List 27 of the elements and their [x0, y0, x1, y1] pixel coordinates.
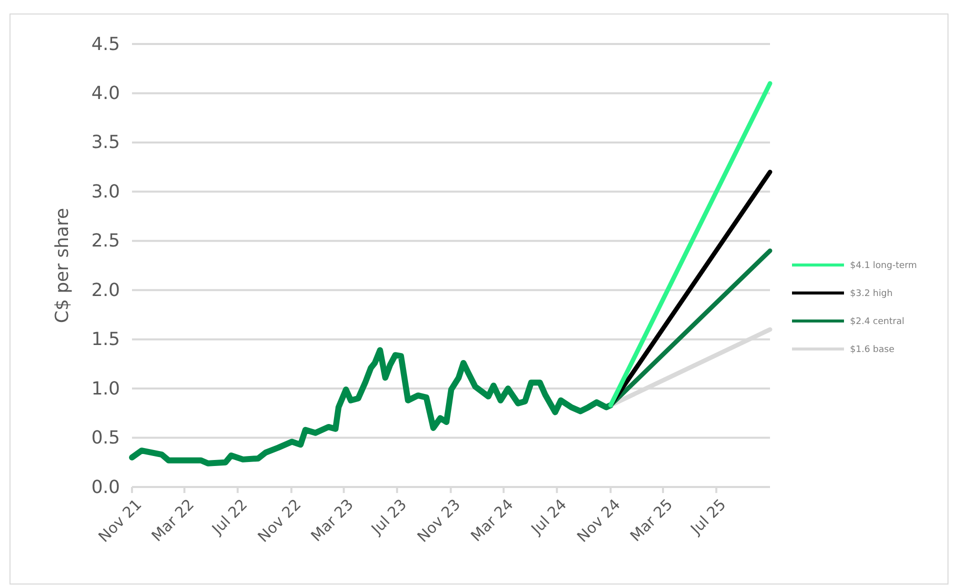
- x-tick-label: Jul 22: [208, 495, 251, 539]
- text: $2.4 central: [850, 317, 904, 327]
- y-tick-label: 3.5: [91, 132, 120, 154]
- y-axis-title: C$ per share: [52, 208, 73, 324]
- y-tick-label: 1.5: [91, 329, 120, 350]
- x-tick-label: Mar 22: [148, 495, 198, 546]
- text: $3.2 high: [850, 289, 893, 299]
- y-tick-label: 3.0: [91, 181, 120, 202]
- x-tick-label: Nov 23: [414, 495, 464, 546]
- y-tick-label: 2.0: [91, 280, 120, 301]
- y-tick-label: 2.5: [91, 230, 120, 252]
- x-tick-label: Mar 25: [626, 495, 676, 546]
- y-tick-label: 0.0: [91, 476, 120, 498]
- x-tick-label: Jul 24: [526, 495, 570, 539]
- y-tick-label: 1.0: [91, 378, 120, 400]
- x-tick-label: Mar 23: [307, 495, 357, 546]
- y-tick-label: 4.5: [91, 34, 120, 55]
- text: $1.6 base: [850, 345, 895, 355]
- x-tick-label: Jul 25: [686, 495, 730, 539]
- text: $4.1 long-term: [850, 261, 917, 271]
- x-tick-label: Jul 23: [367, 495, 410, 539]
- x-tick-label: Nov 21: [94, 495, 146, 546]
- x-tick-label: Nov 24: [574, 495, 624, 546]
- y-tick-label: 4.0: [91, 82, 120, 104]
- y-tick-label: 0.5: [91, 428, 120, 449]
- x-tick-label: Mar 24: [467, 495, 517, 546]
- x-tick-label: Nov 22: [254, 495, 305, 546]
